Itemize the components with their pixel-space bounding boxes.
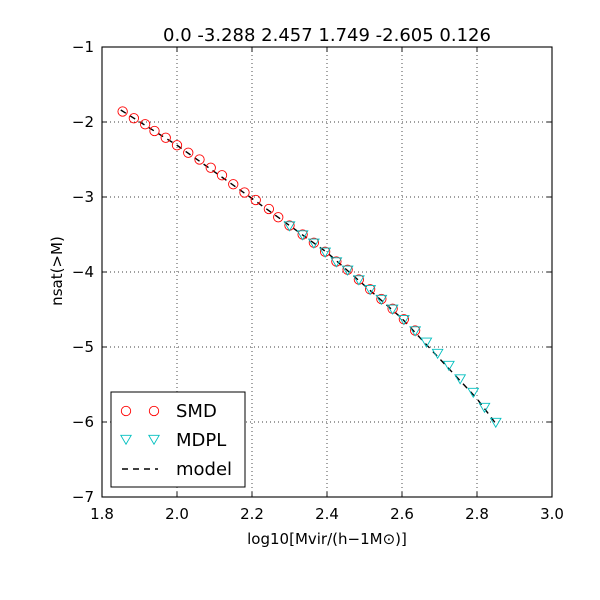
y-tick-label: −5 [72,338,94,356]
smd-point [171,140,183,151]
smd-point [250,194,261,206]
smd-point [160,132,171,143]
x-tick-label: 2.6 [390,505,414,523]
mdpl-point [431,348,444,360]
smd-point [194,154,205,165]
mdpl-point [352,275,365,286]
legend-label: MDPL [176,430,226,451]
smd-point [228,179,239,190]
smd-point [263,203,275,215]
mdpl-point [420,337,433,348]
y-tick-label: −7 [72,488,94,506]
model-series-line [120,109,497,424]
legend-marker-mdpl [148,434,160,446]
smd-point [216,170,228,181]
grid-layer [102,47,552,497]
mdpl-point [364,285,377,296]
y-tick-label: −3 [72,188,94,206]
legend-label: SMD [176,401,217,422]
y-tick-label: −2 [72,113,94,131]
legend-marker-smd [148,405,160,417]
smd-point [139,119,151,130]
mdpl-point [454,374,467,385]
legend-model: model [122,459,232,480]
mdpl-point [442,360,455,372]
mdpl-point [330,257,343,268]
smd-point [239,187,250,198]
mdpl-point [341,265,354,276]
x-tick-label: 2.0 [165,505,189,523]
smd-point [128,113,140,124]
mdpl-point [375,294,388,306]
smd-point [117,106,128,117]
x-tick-label: 2.4 [315,505,339,523]
legend: SMD MDPL model [110,391,246,488]
mdpl-point [397,315,410,326]
smd-point [273,212,284,223]
x-axis-label: log10[Mvir/(h−1M⊙)] [247,530,407,548]
smd-point [205,162,216,173]
y-tick-label: −4 [72,263,94,281]
smd-point [149,125,160,137]
legend-mdpl: MDPL [120,430,226,451]
chart-title: 0.0 -3.288 2.457 1.749 -2.605 0.126 [163,25,491,46]
mdpl-point [283,221,296,232]
mdpl-point [478,402,491,414]
x-tick-label: 1.8 [90,505,114,523]
y-axis-label: nsat(>M) [48,236,66,306]
x-tick-label: 2.8 [465,505,489,523]
y-tick-label: −6 [72,413,94,431]
mdpl-point [467,387,480,399]
mdpl-point [386,304,399,315]
mdpl-point [489,417,502,429]
tick-layer: 1.8 2.0 2.2 2.4 2.6 2.8 3.0 −1 −2 −3 −4 −5 −6 −7 [72,38,564,523]
legend-label: model [176,459,232,480]
x-tick-label: 2.2 [240,505,264,523]
smd-point [183,147,194,158]
mdpl-point [409,326,422,337]
x-tick-label: 3.0 [540,505,564,523]
legend-box [110,391,246,488]
y-tick-label: −1 [72,38,94,56]
mdpl-point [307,238,320,249]
legend-marker-mdpl [120,434,132,446]
legend-smd: SMD [120,401,217,422]
legend-marker-smd [120,405,132,417]
mdpl-point [296,230,309,241]
data-layer [117,106,502,429]
mdpl-point [319,247,332,258]
